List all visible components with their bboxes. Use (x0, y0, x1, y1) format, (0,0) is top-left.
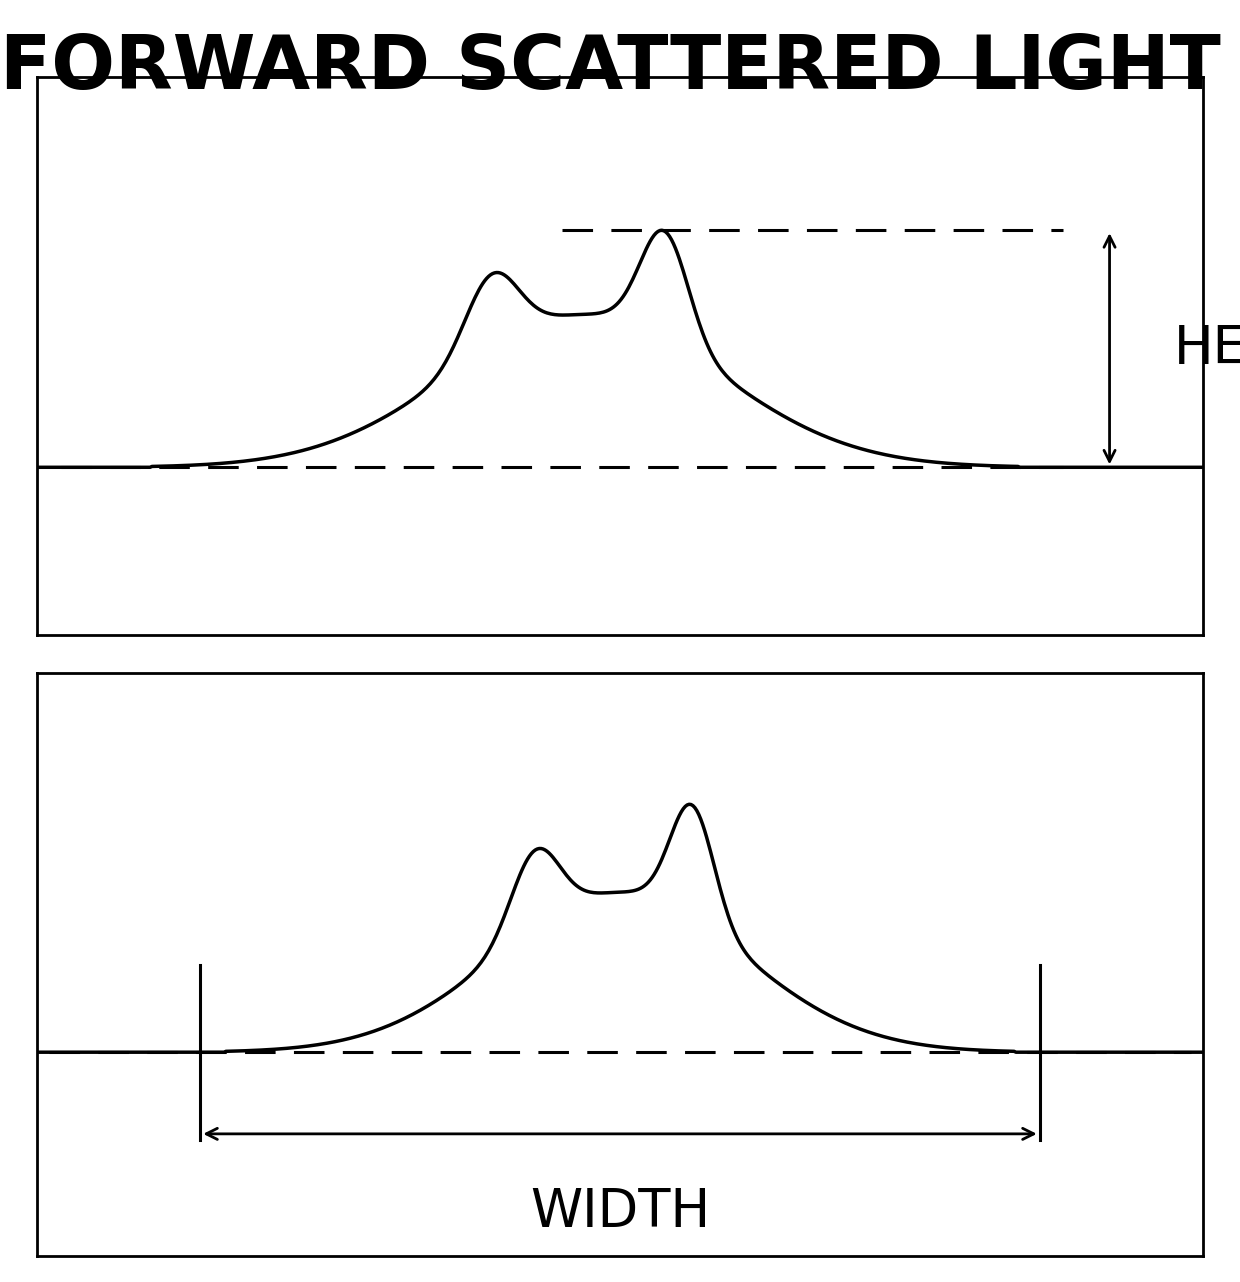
Text: WIDTH: WIDTH (529, 1186, 711, 1238)
Text: FORWARD SCATTERED LIGHT SIGNAL: FORWARD SCATTERED LIGHT SIGNAL (0, 32, 1240, 105)
Text: HEIGHT: HEIGHT (1173, 323, 1240, 374)
